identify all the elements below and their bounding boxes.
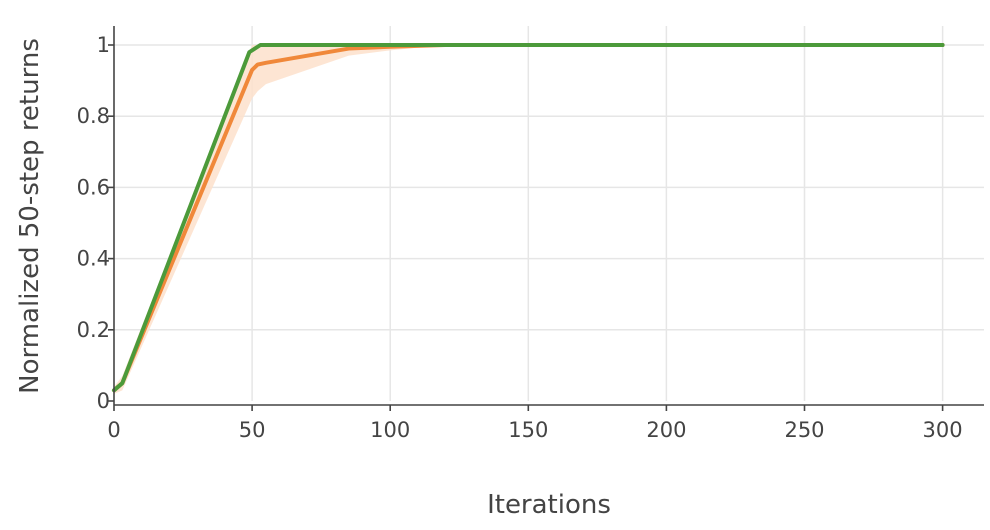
- x-tick-label: 0: [107, 418, 120, 442]
- x-tick-label: 200: [646, 418, 686, 442]
- x-tick-label: 250: [784, 418, 824, 442]
- y-tick-label: 0.4: [77, 247, 110, 271]
- x-tick-label: 50: [239, 418, 266, 442]
- y-tick-label: 1: [97, 33, 110, 57]
- x-tick-label: 300: [923, 418, 963, 442]
- y-tick-label: 0.8: [77, 104, 110, 128]
- axes: 0 0.2 0.4 0.6 0.8 1 0 50 100 150 200 250 300: [77, 26, 984, 442]
- x-tick-label: 100: [370, 418, 410, 442]
- series-line-2: [112, 43, 945, 393]
- series-lines: [112, 43, 945, 393]
- y-tick-label: 0.6: [77, 175, 110, 199]
- y-tick-label: 0: [97, 389, 110, 413]
- y-tick-label: 0.2: [77, 318, 110, 342]
- x-axis-title: Iterations: [487, 490, 611, 520]
- x-tick-label: 150: [508, 418, 548, 442]
- y-axis-title: Normalized 50-step returns: [15, 38, 45, 394]
